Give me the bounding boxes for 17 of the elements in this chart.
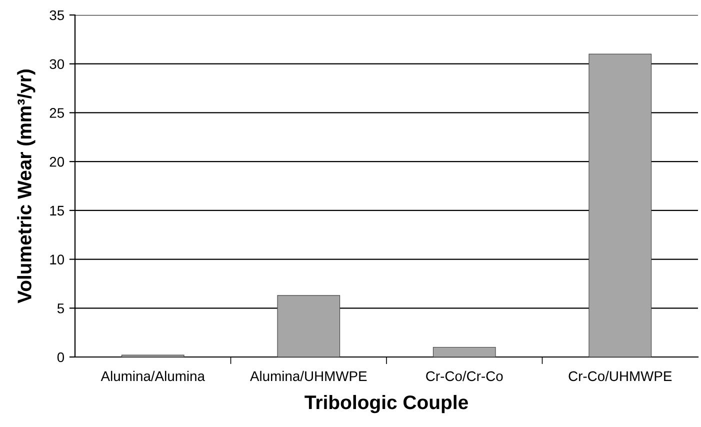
x-tick-label: Alumina/Alumina <box>100 370 205 382</box>
bar <box>432 346 496 357</box>
x-tick-label: Cr-Co/Cr-Co <box>426 370 503 382</box>
y-tick-label: 5 <box>57 304 64 314</box>
y-tick-label: 20 <box>50 156 64 167</box>
x-tick-label: Alumina/UHMWPE <box>250 370 367 382</box>
y-tick-label: 15 <box>50 206 64 216</box>
y-tick-label: 35 <box>50 10 64 20</box>
y-axis-title: Volumetric Wear (mm³/yr) <box>17 70 36 304</box>
y-tick-label: 25 <box>50 108 64 118</box>
x-tick-label: Cr-Co/UHMWPE <box>568 370 672 382</box>
bar <box>277 295 340 357</box>
y-tick-label: 0 <box>57 352 64 362</box>
x-axis-title: Tribologic Couple <box>304 394 468 414</box>
y-tick-label: 30 <box>50 59 64 70</box>
bar <box>588 54 652 357</box>
y-tick-label: 10 <box>50 254 64 264</box>
